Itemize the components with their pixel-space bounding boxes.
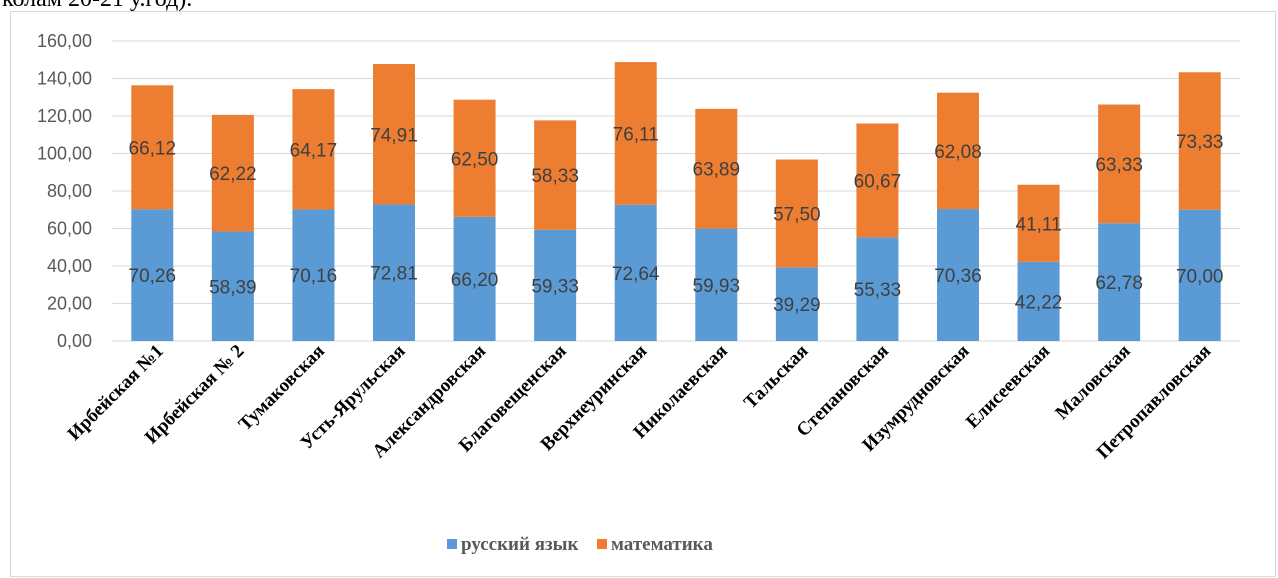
data-label: 72,64 bbox=[612, 264, 660, 285]
bar-segment bbox=[1098, 223, 1141, 341]
bar-segment bbox=[292, 209, 335, 341]
data-label: 55,33 bbox=[854, 280, 902, 301]
bar-segment bbox=[937, 92, 979, 210]
bar-segment bbox=[131, 85, 174, 210]
data-label: 63,33 bbox=[1095, 155, 1143, 176]
legend-swatch bbox=[447, 539, 457, 549]
bar-segment bbox=[937, 209, 979, 341]
bars: 70,26 66,12 58,39 62,22 70,16 64,17 72,81 74,91… bbox=[129, 62, 1224, 341]
data-label: 74,91 bbox=[370, 125, 418, 146]
bar-segment bbox=[211, 114, 254, 232]
category-label: Маловская bbox=[1051, 341, 1134, 424]
data-label: 63,89 bbox=[693, 160, 741, 181]
bar-segment bbox=[1178, 209, 1221, 341]
bar-segment bbox=[1098, 104, 1141, 224]
legend-swatch bbox=[597, 539, 607, 549]
data-label: 70,26 bbox=[129, 266, 177, 287]
data-label: 39,29 bbox=[773, 295, 821, 316]
y-axis: 0,00 20,00 40,00 60,00 80,00 100,00 120,00 140,… bbox=[37, 31, 92, 351]
data-label: 66,12 bbox=[129, 138, 177, 159]
y-tick-label: 160,00 bbox=[37, 31, 92, 51]
bar-segment bbox=[856, 237, 899, 341]
data-label: 70,00 bbox=[1176, 266, 1224, 287]
data-label: 70,36 bbox=[934, 266, 982, 287]
y-tick-label: 120,00 bbox=[37, 106, 92, 126]
data-label: 42,22 bbox=[1015, 292, 1063, 313]
data-label: 57,50 bbox=[773, 204, 821, 225]
y-tick-label: 80,00 bbox=[47, 181, 92, 201]
data-label: 76,11 bbox=[613, 124, 659, 145]
bar-segment bbox=[373, 64, 415, 205]
category-label: Елисеевская bbox=[962, 341, 1054, 433]
legend: русский язык математика bbox=[447, 534, 713, 555]
data-label: 59,93 bbox=[693, 276, 741, 297]
bar-segment bbox=[534, 120, 577, 230]
bar-segment bbox=[775, 159, 818, 268]
legend-label: русский язык bbox=[461, 534, 578, 555]
bar-segment bbox=[292, 89, 335, 210]
bar-segment bbox=[614, 62, 657, 205]
data-label: 59,33 bbox=[531, 276, 579, 297]
bar-segment bbox=[856, 123, 899, 238]
document-fragment-text: колам 20-21 у.год). bbox=[2, 0, 192, 13]
y-tick-label: 100,00 bbox=[37, 144, 92, 164]
bar-segment bbox=[614, 204, 657, 341]
y-tick-label: 0,00 bbox=[57, 331, 92, 351]
data-label: 58,39 bbox=[209, 277, 257, 298]
data-label: 72,81 bbox=[370, 264, 418, 285]
data-label: 41,11 bbox=[1016, 214, 1062, 235]
data-label: 60,67 bbox=[854, 171, 902, 192]
y-tick-label: 60,00 bbox=[47, 219, 92, 239]
bar-segment bbox=[373, 204, 415, 341]
data-label: 62,78 bbox=[1095, 273, 1143, 294]
data-label: 64,17 bbox=[290, 140, 338, 161]
legend-label: математика bbox=[611, 534, 713, 555]
bar-segment bbox=[695, 228, 738, 341]
y-tick-label: 140,00 bbox=[37, 69, 92, 89]
chart-frame bbox=[10, 11, 1276, 577]
data-label: 70,16 bbox=[290, 266, 338, 287]
bar-segment bbox=[1017, 184, 1060, 262]
bar-segment bbox=[1178, 72, 1221, 210]
gridlines bbox=[112, 40, 1240, 342]
data-label: 62,50 bbox=[451, 149, 499, 170]
data-label: 66,20 bbox=[451, 270, 499, 291]
data-label: 58,33 bbox=[531, 166, 579, 187]
y-tick-label: 40,00 bbox=[47, 256, 92, 276]
bar-segment bbox=[453, 216, 496, 341]
y-tick-label: 20,00 bbox=[47, 294, 92, 314]
bar-segment bbox=[453, 99, 496, 217]
data-label: 62,22 bbox=[209, 164, 257, 185]
bar-segment bbox=[775, 267, 818, 341]
category-label: Тальская bbox=[740, 341, 812, 413]
data-label: 62,08 bbox=[934, 142, 982, 163]
bar-segment bbox=[534, 229, 577, 341]
bar-segment bbox=[131, 209, 174, 341]
bar-segment bbox=[695, 108, 738, 229]
data-label: 73,33 bbox=[1176, 132, 1224, 153]
bar-segment bbox=[211, 231, 254, 341]
bar-segment bbox=[1017, 261, 1060, 341]
